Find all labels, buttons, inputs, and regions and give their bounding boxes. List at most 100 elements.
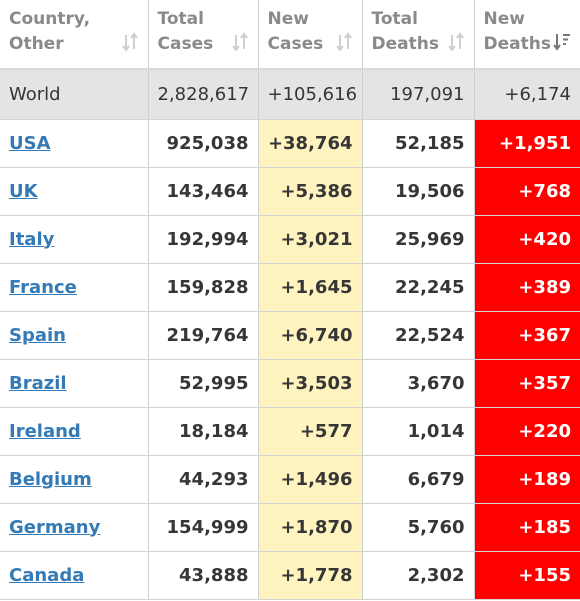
- new-cases-cell: +1,778: [258, 551, 363, 600]
- country-cell: Italy: [0, 215, 149, 264]
- total-cases-cell: 154,999: [148, 503, 259, 552]
- new-deaths-cell: +189: [474, 455, 580, 504]
- world-row: World 2,828,617 +105,616 197,091 +6,174: [0, 69, 580, 120]
- world-total-cases-cell: 2,828,617: [148, 69, 259, 120]
- header-label-line1: Total: [157, 9, 204, 29]
- new-deaths-cell: +1,951: [474, 119, 580, 168]
- sort-icon[interactable]: [335, 32, 353, 52]
- table-row: Canada 43,888 +1,778 2,302 +155: [0, 551, 580, 600]
- total-cases-cell: 43,888: [148, 551, 259, 600]
- country-cell: Canada: [0, 551, 149, 600]
- country-link[interactable]: Brazil: [9, 372, 67, 394]
- world-new-cases-cell: +105,616: [258, 69, 363, 120]
- new-cases-cell: +5,386: [258, 167, 363, 216]
- table-row: Italy 192,994 +3,021 25,969 +420: [0, 215, 580, 264]
- header-label-line1: New: [267, 9, 309, 29]
- total-cases-cell: 52,995: [148, 359, 259, 408]
- sort-icon[interactable]: [231, 32, 249, 52]
- new-deaths-cell: +367: [474, 311, 580, 360]
- sort-icon[interactable]: [121, 32, 139, 52]
- total-deaths-header[interactable]: Total Deaths: [362, 0, 475, 70]
- total-deaths-cell: 22,524: [362, 311, 475, 360]
- header-label-line2: Deaths: [371, 34, 439, 54]
- country-link[interactable]: France: [9, 276, 77, 298]
- table-row: France 159,828 +1,645 22,245 +389: [0, 263, 580, 312]
- table-body: World 2,828,617 +105,616 197,091 +6,174 …: [0, 69, 580, 600]
- country-link[interactable]: Belgium: [9, 468, 92, 490]
- total-cases-cell: 192,994: [148, 215, 259, 264]
- sort-icon[interactable]: [447, 32, 465, 52]
- country-cell: Belgium: [0, 455, 149, 504]
- country-cell: Brazil: [0, 359, 149, 408]
- table-row: Spain 219,764 +6,740 22,524 +367: [0, 311, 580, 360]
- country-cell: France: [0, 263, 149, 312]
- total-deaths-cell: 2,302: [362, 551, 475, 600]
- total-cases-header[interactable]: Total Cases: [148, 0, 259, 70]
- new-cases-cell: +1,645: [258, 263, 363, 312]
- country-link[interactable]: Ireland: [9, 420, 81, 442]
- new-deaths-cell: +768: [474, 167, 580, 216]
- new-cases-cell: +577: [258, 407, 363, 456]
- header-row: Country, Other Total Cases New Cases Total Deat…: [0, 0, 580, 70]
- new-cases-cell: +38,764: [258, 119, 363, 168]
- total-deaths-cell: 22,245: [362, 263, 475, 312]
- header-label-line2: Deaths: [483, 34, 551, 54]
- table-row: Brazil 52,995 +3,503 3,670 +357: [0, 359, 580, 408]
- country-cell: USA: [0, 119, 149, 168]
- new-cases-cell: +1,870: [258, 503, 363, 552]
- header-label-line2: Cases: [157, 34, 214, 54]
- new-deaths-cell: +185: [474, 503, 580, 552]
- total-cases-cell: 925,038: [148, 119, 259, 168]
- table-row: Ireland 18,184 +577 1,014 +220: [0, 407, 580, 456]
- header-label-line2: Other: [9, 34, 64, 54]
- new-deaths-cell: +155: [474, 551, 580, 600]
- new-cases-header[interactable]: New Cases: [258, 0, 363, 70]
- total-deaths-cell: 5,760: [362, 503, 475, 552]
- new-cases-cell: +3,021: [258, 215, 363, 264]
- new-cases-cell: +1,496: [258, 455, 363, 504]
- header-label-line1: Total: [371, 9, 418, 29]
- new-cases-cell: +6,740: [258, 311, 363, 360]
- world-new-deaths-cell: +6,174: [474, 69, 580, 120]
- new-deaths-cell: +420: [474, 215, 580, 264]
- country-link[interactable]: Canada: [9, 564, 85, 586]
- new-deaths-cell: +220: [474, 407, 580, 456]
- country-link[interactable]: USA: [9, 132, 51, 154]
- total-cases-cell: 18,184: [148, 407, 259, 456]
- country-header[interactable]: Country, Other: [0, 0, 149, 70]
- total-deaths-cell: 1,014: [362, 407, 475, 456]
- country-link[interactable]: Spain: [9, 324, 66, 346]
- total-cases-cell: 44,293: [148, 455, 259, 504]
- country-cell: Germany: [0, 503, 149, 552]
- sort-desc-icon[interactable]: [553, 32, 571, 52]
- total-cases-cell: 159,828: [148, 263, 259, 312]
- table-row: Belgium 44,293 +1,496 6,679 +189: [0, 455, 580, 504]
- total-deaths-cell: 52,185: [362, 119, 475, 168]
- header-label-line1: Country,: [9, 9, 91, 29]
- total-deaths-cell: 19,506: [362, 167, 475, 216]
- header-label-line1: New: [483, 9, 525, 29]
- world-country-cell: World: [0, 69, 149, 120]
- new-deaths-header[interactable]: New Deaths: [474, 0, 580, 70]
- country-link[interactable]: Italy: [9, 228, 55, 250]
- new-cases-cell: +3,503: [258, 359, 363, 408]
- table-row: UK 143,464 +5,386 19,506 +768: [0, 167, 580, 216]
- new-deaths-cell: +357: [474, 359, 580, 408]
- country-cell: Spain: [0, 311, 149, 360]
- country-link[interactable]: Germany: [9, 516, 101, 538]
- table-header: Country, Other Total Cases New Cases Total Deat…: [0, 0, 580, 70]
- new-deaths-cell: +389: [474, 263, 580, 312]
- table-row: USA 925,038 +38,764 52,185 +1,951: [0, 119, 580, 168]
- world-total-deaths-cell: 197,091: [362, 69, 475, 120]
- country-cell: UK: [0, 167, 149, 216]
- country-cell: Ireland: [0, 407, 149, 456]
- total-cases-cell: 143,464: [148, 167, 259, 216]
- total-cases-cell: 219,764: [148, 311, 259, 360]
- total-deaths-cell: 25,969: [362, 215, 475, 264]
- header-label-line2: Cases: [267, 34, 324, 54]
- country-link[interactable]: UK: [9, 180, 38, 202]
- total-deaths-cell: 3,670: [362, 359, 475, 408]
- table-row: Germany 154,999 +1,870 5,760 +185: [0, 503, 580, 552]
- total-deaths-cell: 6,679: [362, 455, 475, 504]
